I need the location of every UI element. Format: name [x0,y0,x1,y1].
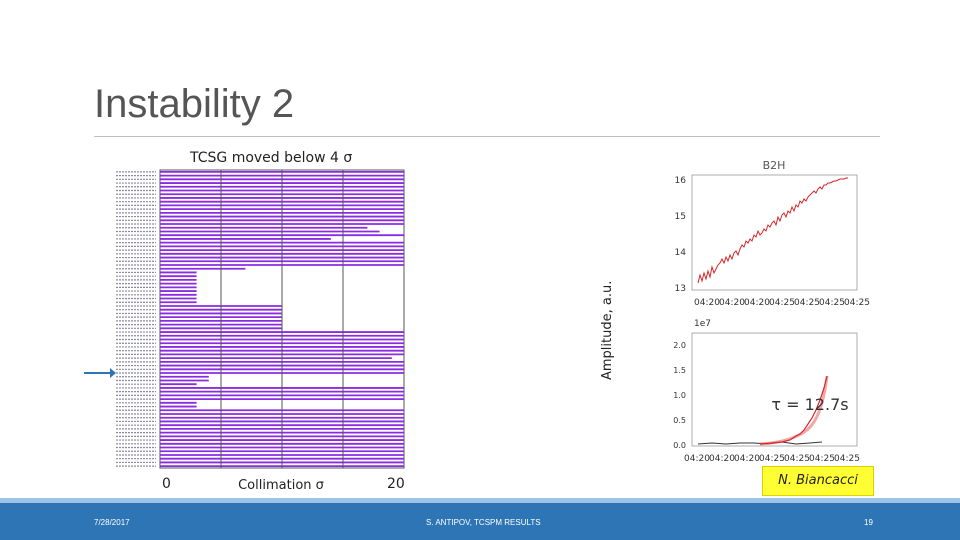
x-tick-label: 04:20 [684,454,710,464]
x-tick-label: 04:25 [844,298,870,308]
title-divider [94,136,880,137]
x-tick-label: 04:20 [744,298,770,308]
y-axis-label: Amplitude, a.u. [600,280,615,380]
x-tick-label: 04:25 [809,454,835,464]
x-tick-label: 04:25 [794,298,820,308]
x-axis-label: Collimation σ [228,476,334,496]
x-tick-label: 04:25 [784,454,810,464]
y-tick-label: 1.0 [673,391,686,400]
y-tick-label: 2.0 [673,341,686,350]
x-tick-label: 04:20 [719,298,745,308]
x-tick-20: 20 [387,476,405,492]
y-tick-label: 0.5 [673,416,686,425]
credit-badge: N. Biancacci [762,466,874,496]
b2h-title: B2H [763,159,786,172]
collimation-chart [116,169,405,469]
x-tick-label: 04:25 [834,454,860,464]
x-tick-label: 04:25 [819,298,845,308]
y-tick-label: 16 [675,176,687,186]
y-tick-label: 15 [675,212,686,222]
footer-date: 7/28/2017 [94,518,130,527]
y-tick-label: 0.0 [673,441,686,450]
amplitude-plot: 1e7 2.01.51.00.50.0 04:20 04:20 04:20 04:25… [673,319,860,464]
y-tick-label: 14 [675,248,687,258]
footer-center-text: S. ANTIPOV, TCSPM RESULTS [426,518,541,527]
pointer-arrow-icon [84,368,116,378]
footer-bar: 7/28/2017 S. ANTIPOV, TCSPM RESULTS 19 [0,498,960,540]
x-tick-label: 04:25 [769,298,795,308]
x-tick-label: 04:25 [759,454,785,464]
slide-title: Instability 2 [94,82,295,126]
chart-subtitle: TCSG moved below 4 σ [190,150,353,166]
footer-accent-band [0,498,960,503]
footer-page-number: 19 [864,518,873,527]
tau-annotation: τ = 12.7s [771,395,848,414]
x-tick-0: 0 [162,476,171,492]
y-tick-label: 13 [675,284,686,294]
scale-label: 1e7 [694,319,711,329]
y-tick-label: 1.5 [673,366,686,375]
x-tick-label: 04:20 [694,298,720,308]
x-tick-label: 04:20 [709,454,735,464]
x-tick-label: 04:20 [734,454,760,464]
